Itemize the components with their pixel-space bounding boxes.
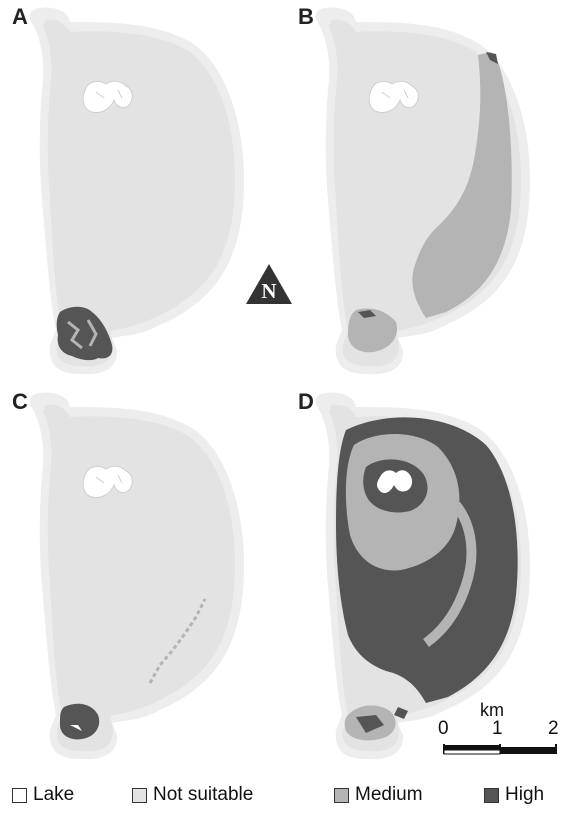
lake-area xyxy=(82,80,133,113)
panel-letter: D xyxy=(298,389,314,414)
medium-suitability-patches xyxy=(148,598,207,684)
island-map-c xyxy=(29,392,245,760)
scale-unit: km xyxy=(480,700,504,720)
medium-suitability-band xyxy=(422,501,477,648)
lake-area xyxy=(368,80,419,113)
not-suitable-swatch xyxy=(132,787,147,803)
north-arrow-triangle xyxy=(246,264,292,304)
high-suitability-area xyxy=(486,52,498,64)
panel-letter: B xyxy=(298,4,314,29)
legend-label: High xyxy=(505,784,545,805)
island-map-a xyxy=(29,7,245,375)
high-swatch xyxy=(484,787,499,803)
scale-bar: km 0 1 2 xyxy=(436,700,562,760)
medium-suitability-area xyxy=(348,308,398,353)
high-suitability-area xyxy=(56,306,113,361)
panel-letter: C xyxy=(12,389,28,414)
legend-item-medium: Medium xyxy=(334,784,423,806)
medium-swatch xyxy=(334,787,349,803)
legend-item-lake: Lake xyxy=(12,784,74,806)
legend-item-high: High xyxy=(484,784,544,806)
map-panel-a: A xyxy=(0,0,286,385)
legend: Lake Not suitable Medium High xyxy=(0,776,572,820)
island-map-b xyxy=(315,7,531,375)
not-suitable-area xyxy=(43,404,235,752)
map-panel-c: C xyxy=(0,385,286,770)
high-suitability-area xyxy=(394,707,408,719)
lake-swatch xyxy=(12,787,27,803)
legend-label: Medium xyxy=(355,784,423,805)
north-arrow: N xyxy=(244,262,294,306)
map-panel-d: D xyxy=(286,385,572,770)
panel-letter: A xyxy=(12,4,28,29)
map-panel-b: B xyxy=(286,0,572,385)
scale-tick-1: 1 xyxy=(492,718,503,739)
legend-label: Not suitable xyxy=(153,784,254,805)
medium-suitability-patches xyxy=(67,319,98,350)
lake-area xyxy=(70,725,82,731)
island-map-d xyxy=(315,392,531,760)
medium-suitability-area xyxy=(412,52,512,318)
high-suitability-area xyxy=(358,310,376,318)
lake-area xyxy=(377,470,413,493)
high-suitability-area xyxy=(60,703,100,740)
scale-bar-graphic xyxy=(443,744,557,755)
scale-tick-0: 0 xyxy=(438,718,449,739)
legend-item-not-suitable: Not suitable xyxy=(132,784,253,806)
lake-area xyxy=(82,465,133,498)
legend-label: Lake xyxy=(33,784,75,805)
scale-tick-2: 2 xyxy=(548,718,559,739)
north-arrow-label: N xyxy=(261,279,277,303)
high-suitability-area xyxy=(356,715,384,733)
